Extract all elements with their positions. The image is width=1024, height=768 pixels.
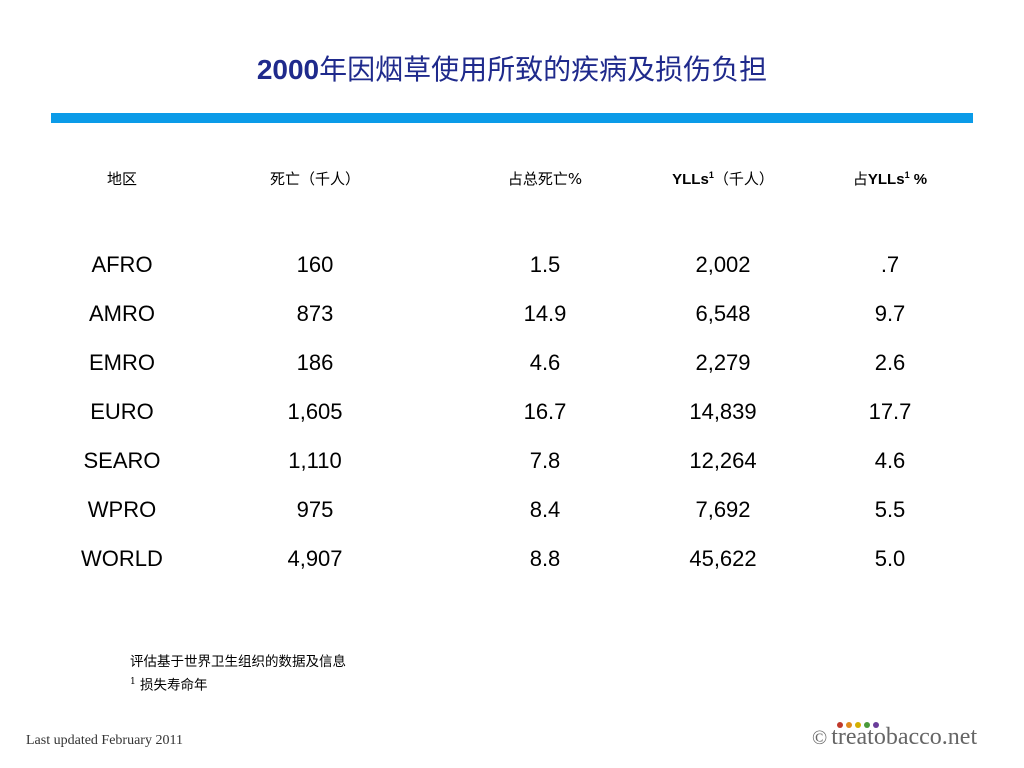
cell-death-pct: 1.5: [529, 252, 561, 277]
header-ylls-sup: 1: [708, 170, 714, 180]
cell-ylls-pct: .7: [880, 252, 900, 277]
header-deaths: 死亡（千人）: [269, 170, 360, 188]
header-ylls-pct: 占YLLs1 %: [810, 168, 970, 189]
cell-ylls-pct: 9.7: [874, 301, 906, 326]
table-row: WORLD 4,907 8.8 45,622 5.0: [0, 546, 1024, 576]
brand-dot: [873, 722, 879, 728]
brand-dot: [846, 722, 852, 728]
cell-region: WORLD: [81, 546, 163, 571]
cell-region: EURO: [90, 399, 154, 424]
cell-region: WPRO: [87, 497, 157, 522]
footnote-ylls-text: 损失寿命年: [135, 677, 208, 694]
header-ylls-unit: （千人）: [713, 170, 774, 188]
cell-ylls-pct: 2.6: [874, 350, 906, 375]
header-ylls: YLLs1（千人）: [643, 168, 803, 189]
cell-region: AFRO: [91, 252, 153, 277]
brand-name: treatobacco.net: [831, 724, 978, 750]
header-region: 地区: [106, 170, 137, 188]
brand-dot: [864, 722, 870, 728]
cell-deaths: 4,907: [287, 546, 343, 571]
title-divider: [51, 113, 973, 123]
table-row: EMRO 186 4.6 2,279 2.6: [0, 350, 1024, 380]
cell-death-pct: 8.8: [529, 546, 561, 571]
cell-deaths: 186: [296, 350, 334, 375]
cell-deaths: 1,605: [287, 399, 343, 424]
header-ylls-pct-prefix: 占: [852, 170, 868, 188]
title-year: 2000: [256, 54, 320, 85]
cell-ylls-pct: 5.5: [874, 497, 906, 522]
cell-ylls-pct: 17.7: [868, 399, 912, 424]
table-row: AMRO 873 14.9 6,548 9.7: [0, 301, 1024, 331]
header-ylls-label: YLLs: [672, 171, 709, 188]
cell-ylls-pct: 5.0: [874, 546, 906, 571]
cell-ylls: 14,839: [689, 399, 757, 424]
cell-death-pct: 7.8: [529, 448, 561, 473]
cell-deaths: 975: [296, 497, 334, 522]
footnote-ylls: 1 损失寿命年: [130, 672, 346, 696]
footnote-sup: 1: [130, 677, 136, 687]
brand-dot: [855, 722, 861, 728]
page-title: 2000年因烟草使用所致的疾病及损伤负担: [0, 48, 1024, 88]
footnote-source: 评估基于世界卫生组织的数据及信息: [130, 654, 346, 670]
cell-deaths: 1,110: [288, 448, 342, 473]
header-ylls-pct-sup: 1: [904, 170, 910, 180]
brand-dot: [837, 722, 843, 728]
table-row: EURO 1,605 16.7 14,839 17.7: [0, 399, 1024, 429]
cell-region: AMRO: [89, 301, 155, 326]
cell-region: EMRO: [89, 350, 155, 375]
table-row: SEARO 1,110 7.8 12,264 4.6: [0, 448, 1024, 478]
cell-death-pct: 8.4: [529, 497, 561, 522]
cell-ylls-pct: 4.6: [874, 448, 906, 473]
cell-region: SEARO: [83, 448, 161, 473]
cell-deaths: 873: [296, 301, 334, 326]
header-death-pct: 占总死亡%: [507, 170, 583, 188]
table-header: 地区 死亡（千人） 占总死亡% YLLs1（千人） 占YLLs1 %: [0, 168, 1024, 198]
brand-dots: [837, 722, 885, 728]
cell-ylls: 12,264: [689, 448, 757, 473]
cell-deaths: 160: [296, 252, 334, 277]
footnotes: 评估基于世界卫生组织的数据及信息 1 损失寿命年: [130, 652, 346, 696]
brand-logo: © treatobacco.net: [812, 724, 977, 751]
cell-death-pct: 4.6: [529, 350, 561, 375]
cell-ylls: 45,622: [689, 546, 757, 571]
cell-ylls: 7,692: [695, 497, 751, 522]
table-row: WPRO 975 8.4 7,692 5.5: [0, 497, 1024, 527]
cell-death-pct: 16.7: [523, 399, 567, 424]
cell-ylls: 2,279: [695, 350, 751, 375]
cell-ylls: 6,548: [695, 301, 751, 326]
header-ylls-pct-suffix: %: [909, 171, 928, 188]
cell-ylls: 2,002: [695, 252, 751, 277]
cell-death-pct: 14.9: [523, 301, 567, 326]
header-ylls-pct-label: YLLs: [867, 171, 905, 188]
copyright-symbol: ©: [812, 727, 828, 749]
table-row: AFRO 160 1.5 2,002 .7: [0, 252, 1024, 282]
title-text: 年因烟草使用所致的疾病及损伤负担: [319, 53, 768, 86]
last-updated: Last updated February 2011: [26, 733, 183, 748]
